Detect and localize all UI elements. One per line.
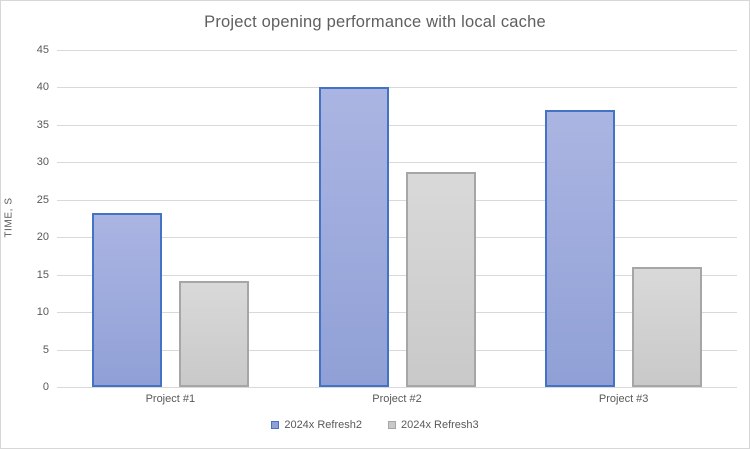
x-category-label-project-1: Project #1 <box>145 393 196 405</box>
legend: 2024x Refresh2 2024x Refresh3 <box>1 419 749 431</box>
bar-2024x-refresh3-project-2 <box>405 172 476 387</box>
bar-2024x-refresh2-project-2 <box>318 87 389 387</box>
y-tick-label: 45 <box>36 44 49 56</box>
y-tick-label: 25 <box>36 193 49 206</box>
y-tick-label: 10 <box>36 306 49 319</box>
legend-swatch-icon <box>388 421 396 429</box>
gridline <box>57 237 737 239</box>
gridline <box>57 162 737 164</box>
y-tick-label: 0 <box>42 381 49 393</box>
y-tick-label: 35 <box>36 118 49 131</box>
bar-2024x-refresh3-project-3 <box>632 267 703 387</box>
y-tick-label: 15 <box>36 268 49 281</box>
gridline <box>57 199 737 201</box>
legend-item-2024x-refresh2: 2024x Refresh2 <box>271 419 362 431</box>
legend-label: 2024x Refresh3 <box>401 419 479 431</box>
gridline <box>57 50 737 51</box>
gridline <box>57 124 737 126</box>
legend-swatch-icon <box>271 421 280 429</box>
legend-item-2024x-refresh3: 2024x Refresh3 <box>388 419 479 431</box>
gridline <box>57 87 737 89</box>
legend-label: 2024x Refresh2 <box>284 419 362 431</box>
y-tick-label: 40 <box>36 81 49 94</box>
gridline <box>57 274 737 276</box>
y-tick-label: 30 <box>36 156 49 169</box>
gridline <box>57 312 737 314</box>
x-category-label-project-2: Project #2 <box>372 393 422 405</box>
y-tick-label: 20 <box>36 231 49 244</box>
gridline <box>57 387 737 388</box>
bar-2024x-refresh3-project-1 <box>178 280 249 387</box>
gridline <box>57 349 737 351</box>
y-tick-label: 5 <box>42 343 49 356</box>
bar-2024x-refresh2-project-3 <box>545 109 616 387</box>
bar-2024x-refresh2-project-1 <box>91 213 162 387</box>
chart-title: Project opening performance with local c… <box>204 13 546 31</box>
x-category-label-project-3: Project #3 <box>598 393 649 405</box>
